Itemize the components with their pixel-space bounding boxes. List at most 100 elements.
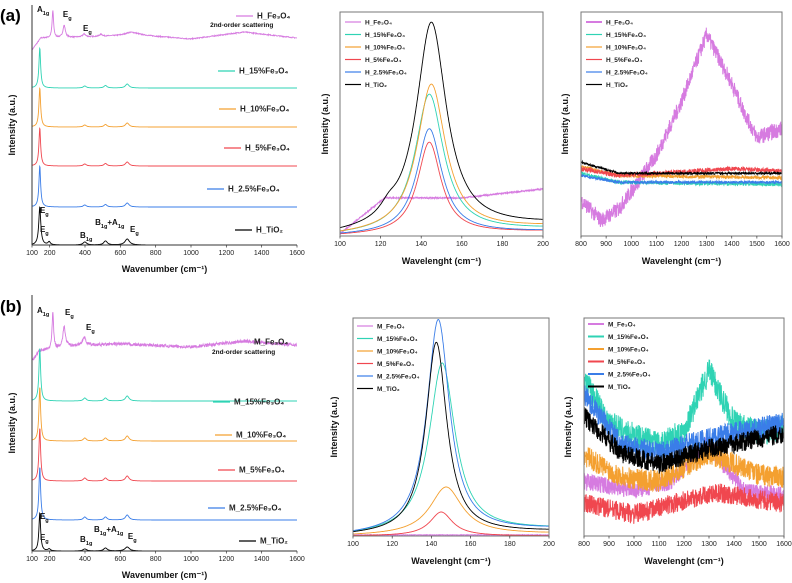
peak-annotation: B1g+A1g [95,218,125,230]
legend-label: M_2.5%Fe₃O₄ [377,374,420,381]
series-line-a1-0 [32,10,297,51]
chart-b1: 200 400 600 800 1000 1200 1400 1600 100 Wavenumbe… [7,295,305,580]
x-tick-label: 1400 [254,556,270,563]
x-tick-label: 1400 [724,241,740,248]
peak-annotation: Eg [83,24,92,36]
series-line-a2-1 [340,93,543,232]
x-axis-label: Wavelenght (cm⁻¹) [642,256,721,266]
peak-annotation: Eg [86,323,95,335]
x-tick-label: 800 [150,556,162,563]
x-tick-label: 180 [497,241,509,248]
legend-label: M_Fe₃O₄ [377,324,405,331]
legend-item: H_Fe₃O₄ [586,20,633,27]
legend-label: H_15%Fe₃O₄ [606,32,646,39]
x-tick-label: 1100 [649,241,664,248]
peak-annotation: Eg [128,532,137,544]
legend-item: H_TiO₂ [235,226,283,235]
x-tick-label: 1200 [676,541,692,548]
legend-item: M_5%Fe₃O₄ [218,466,285,475]
peak-annotation: Eg [40,512,49,524]
legend-label: H_10%Fe₃O₄ [240,105,289,114]
panel-label-a: (a) [0,6,21,25]
peak-annotation: Eg [130,225,139,237]
x-tick-label: 1200 [219,556,235,563]
legend-item: M_15%Fe₃O₄ [213,398,284,407]
x-tick-label: 1000 [626,541,642,548]
legend-label: M_15%Fe₃O₄ [234,398,284,407]
legend-item: H_10%Fe₃O₄ [586,45,646,52]
series-line-a1-2 [32,87,297,128]
x-axis-label: Wavenumber (cm⁻¹) [122,570,207,580]
x-tick-label: 1000 [183,556,199,563]
y-axis-label: Intensity (a.u.) [7,94,17,155]
legend-label: H_Fe₃O₄ [365,20,392,27]
legend-label: M_5%Fe₃O₄ [608,359,645,366]
legend-label: M_10%Fe₃O₄ [377,349,418,356]
x-tick-label: 200 [44,250,56,257]
legend-item: M_Fe₃O₄ [233,338,288,347]
y-axis-label: Intensity (a.u.) [320,93,330,154]
legend-label: M_5%Fe₃O₄ [377,361,414,368]
legend-item: M_TiO₂ [588,384,631,391]
series-line-a2-3 [340,141,543,235]
legend-label: H_Fe₃O₄ [606,20,633,27]
series-line-a3-5 [581,159,782,177]
x-tick-label: 140 [415,241,427,248]
legend-item: M_TiO₂ [357,386,400,393]
legend-item: H_Fe₃O₄ [345,20,392,27]
y-axis-label: Intensity (a.u.) [560,93,570,154]
series-line-a1-4 [32,164,297,208]
x-tick-label: 180 [504,541,516,548]
legend-item: M_2.5%Fe₃O₄ [588,372,651,379]
series-line-a2-2 [340,83,543,232]
legend-item: H_5%Fe₃O₄ [224,144,290,153]
annotation-label: 2nd-order scattering [212,349,275,356]
legend-label: H_2.5%Fe₃O₄ [606,70,648,77]
legend-item: H_2.5%Fe₃O₄ [345,70,407,77]
x-axis-label: Wavelenght (cm⁻¹) [402,256,481,266]
x-axis-label: Wavelenght (cm⁻¹) [411,556,490,566]
series-line-b2-5 [353,341,549,533]
x-tick-label: 200 [44,556,56,563]
legend-label: M_15%Fe₃O₄ [377,336,418,343]
legend-item: M_5%Fe₃O₄ [357,361,414,368]
series-line-a1-1 [32,46,297,89]
x-tick-label: 140 [426,541,438,548]
annotation-label: 2nd-order scattering [210,22,273,29]
legend-item: H_15%Fe₃O₄ [345,32,405,39]
legend-label: H_15%Fe₃O₄ [365,32,405,39]
legend-label: H_10%Fe₃O₄ [365,45,405,52]
legend-label: H_5%Fe₃O₄ [245,144,290,153]
series-line-b3-5 [584,406,784,474]
legend-item: H_TiO₂ [586,82,628,89]
legend-label: H_5%Fe₃O₄ [365,57,401,64]
legend-item: M_10%Fe₃O₄ [357,349,418,356]
chart-b3: 800 900 1000 1100 1200 1300 1400 1500 1600 Wavele… [563,317,792,566]
legend-label: M_10%Fe₃O₄ [608,347,649,354]
chart-a3: 800 900 1000 1100 1200 1300 1400 1500 1600 Wavele… [560,11,790,266]
x-tick-label: 800 [578,541,590,548]
x-tick-label: 160 [456,241,468,248]
x-tick-label: 160 [465,541,477,548]
x-tick-label: 1300 [699,241,715,248]
legend-label: M_5%Fe₃O₄ [239,466,285,475]
legend-item: M_2.5%Fe₃O₄ [357,374,420,381]
legend-item: H_2.5%Fe₃O₄ [586,70,648,77]
legend-item: M_Fe₃O₄ [357,324,405,331]
x-tick-label: 400 [79,250,91,257]
legend-label: M_Fe₃O₄ [608,322,636,329]
series-line-a3-0 [581,27,782,228]
legend-label: M_10%Fe₃O₄ [236,431,286,440]
x-tick-label: 900 [600,241,612,248]
legend-label: M_Fe₃O₄ [254,338,288,347]
peak-annotation: B1g [80,231,93,243]
peak-annotation: B1g+A1g [94,525,124,537]
legend-item: H_5%Fe₃O₄ [345,57,401,64]
legend-item: H_Fe₃O₄ [236,12,290,21]
x-tick-label: 120 [375,241,387,248]
series-line-b1-5 [32,511,297,551]
legend-label: M_TiO₂ [260,537,288,546]
x-tick-label: 1500 [751,541,767,548]
x-tick-label: 1600 [289,250,305,257]
series-line-a3-4 [581,174,782,186]
